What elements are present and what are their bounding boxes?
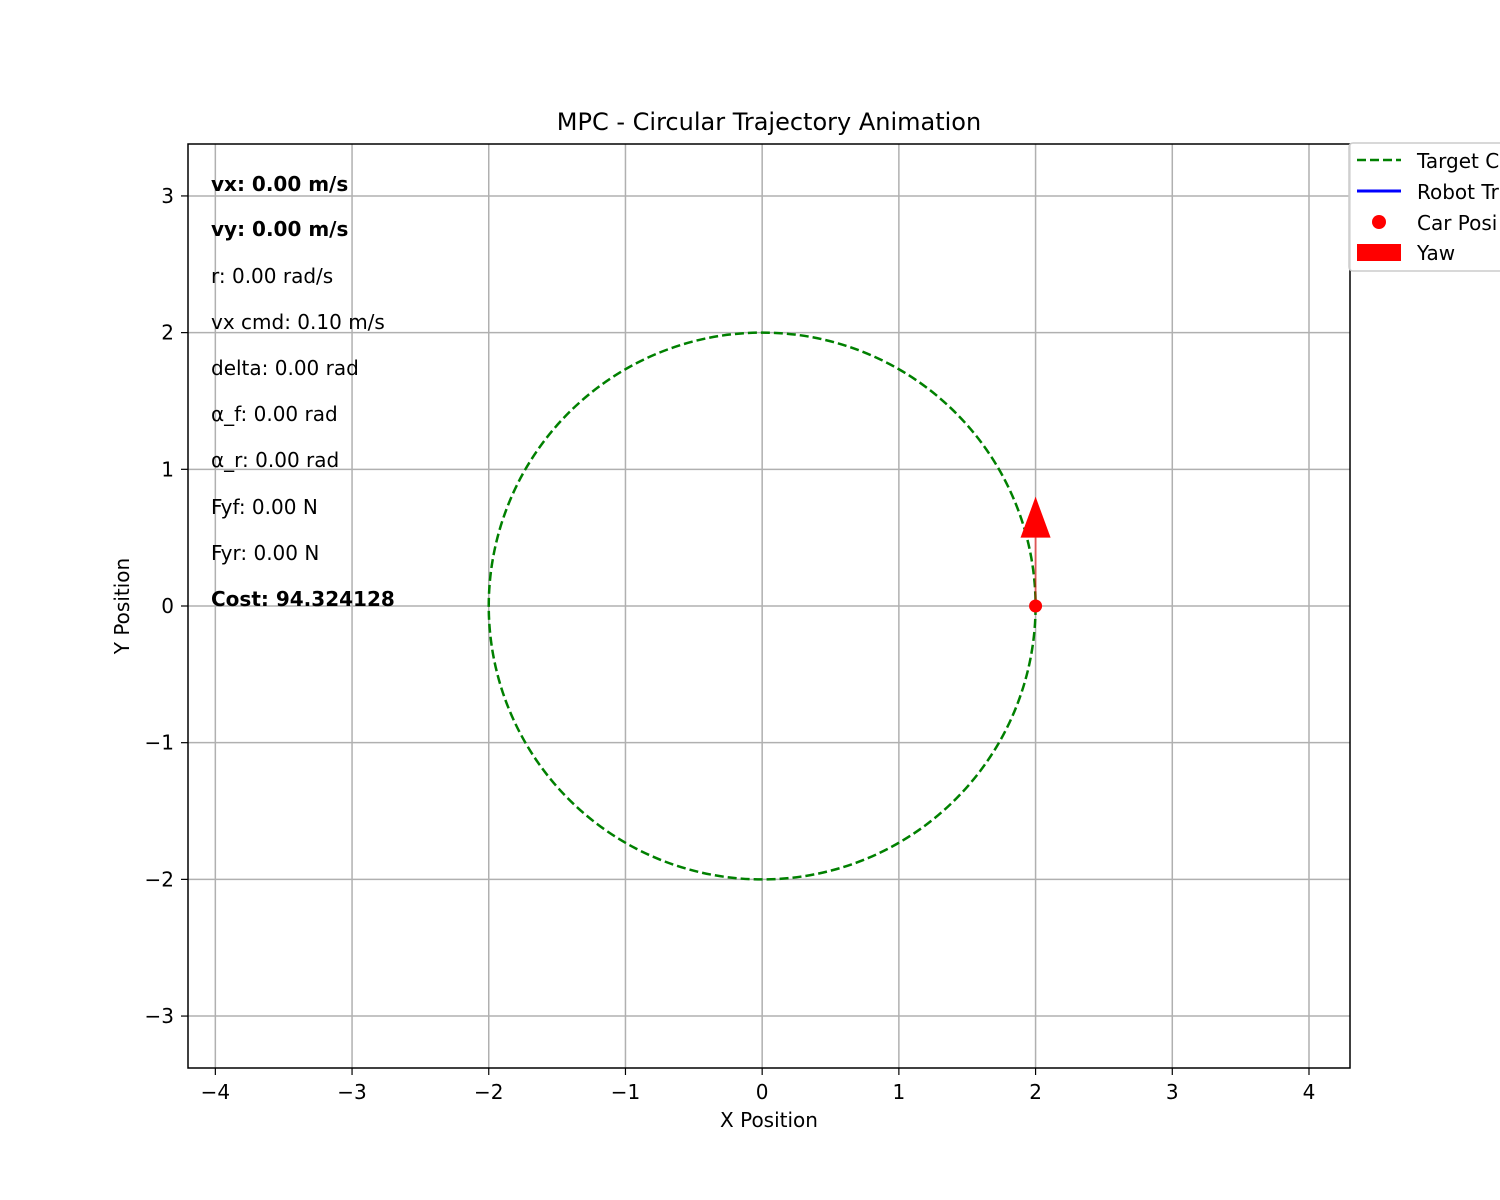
car-position-marker [1029, 599, 1043, 613]
x-tick-label: −2 [474, 1080, 503, 1104]
legend-yaw-label: Yaw [1416, 241, 1455, 265]
x-tick-label: −4 [201, 1080, 230, 1104]
y-tick-label: 0 [161, 594, 174, 618]
annotation-alpha-f: α_f: 0.00 rad [211, 402, 338, 426]
legend-car-swatch [1372, 215, 1386, 229]
x-tick-label: −1 [611, 1080, 640, 1104]
annotation-r: r: 0.00 rad/s [211, 264, 333, 288]
annotation-cost: Cost: 94.324128 [211, 587, 395, 611]
y-tick-label: 1 [161, 457, 174, 481]
data-layer [487, 331, 1051, 881]
yaw-arrow-head [1020, 496, 1051, 538]
legend-yaw-swatch [1357, 244, 1401, 261]
annotation-fyr: Fyr: 0.00 N [211, 541, 319, 565]
annotation-fyf: Fyf: 0.00 N [211, 495, 318, 519]
legend-target-label: Target C [1416, 149, 1499, 173]
annotation-alpha-r: α_r: 0.00 rad [211, 448, 339, 472]
legend-box [1348, 142, 1500, 272]
annotation-vy: vy: 0.00 m/s [211, 217, 348, 241]
ticks: −4 −3 −2 −1 0 1 2 3 4 −3 −2 −1 0 1 2 3 [145, 184, 1316, 1104]
legend-car-label: Car Posi [1417, 211, 1497, 235]
x-tick-label: 3 [1166, 1080, 1179, 1104]
y-tick-label: −2 [145, 867, 174, 891]
legend-trajectory-label: Robot Tr [1417, 180, 1500, 204]
y-tick-label: 3 [161, 184, 174, 208]
annotation-delta: delta: 0.00 rad [211, 356, 359, 380]
x-tick-label: 0 [756, 1080, 769, 1104]
y-tick-label: 2 [161, 321, 174, 345]
annotation-vx-cmd: vx cmd: 0.10 m/s [211, 310, 385, 334]
chart-title: MPC - Circular Trajectory Animation [557, 108, 981, 136]
y-axis-label: Y Position [110, 558, 134, 655]
x-tick-label: 4 [1303, 1080, 1316, 1104]
annotation-vx: vx: 0.00 m/s [211, 172, 348, 196]
y-tick-label: −1 [145, 731, 174, 755]
y-tick-label: −3 [145, 1004, 174, 1028]
x-tick-label: 1 [893, 1080, 906, 1104]
x-tick-label: 2 [1029, 1080, 1042, 1104]
info-panel: vx: 0.00 m/s vy: 0.00 m/s r: 0.00 rad/s … [211, 172, 395, 611]
x-axis-label: X Position [720, 1108, 818, 1132]
legend: Target C Robot Tr Car Posi Yaw [1348, 142, 1500, 272]
x-tick-label: −3 [337, 1080, 366, 1104]
